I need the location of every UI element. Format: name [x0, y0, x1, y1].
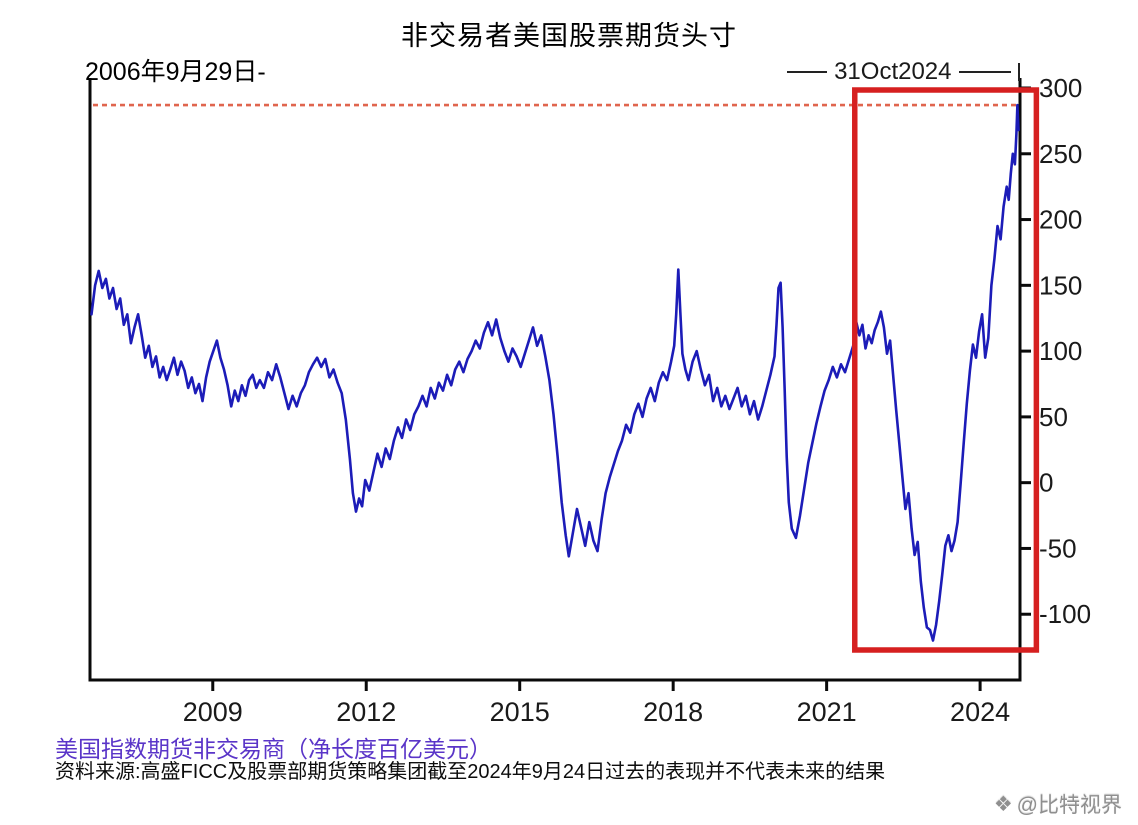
y-tick-label: 100: [1039, 336, 1082, 366]
series-label: 美国指数期货非交易商（净长度百亿美元）: [55, 736, 492, 762]
y-tick-label: 250: [1039, 139, 1082, 169]
x-tick-label: 2021: [797, 697, 857, 727]
x-tick-label: 2024: [950, 697, 1010, 727]
x-tick-label: 2012: [336, 697, 396, 727]
series-line: [90, 103, 1020, 642]
y-tick-label: 200: [1039, 205, 1082, 235]
end-date-annotation: 31Oct2024: [787, 58, 1020, 86]
x-tick-label: 2018: [643, 697, 703, 727]
start-date-label: 2006年9月29日-: [85, 58, 266, 86]
annotation-line-right: [958, 71, 1011, 73]
y-tick-label: -50: [1039, 533, 1077, 563]
annotation-line-left: [787, 71, 828, 73]
y-tick-label: 150: [1039, 270, 1082, 300]
x-tick-label: 2009: [183, 697, 243, 727]
y-tick-label: 50: [1039, 402, 1068, 432]
x-tick-label: 2015: [490, 697, 550, 727]
y-tick-label: 0: [1039, 468, 1053, 498]
y-tick-label: -100: [1039, 599, 1091, 629]
annotation-end-tick-icon: [1017, 63, 1020, 81]
watermark-text: @比特视界: [1016, 794, 1122, 817]
diamond-icon: ❖: [993, 792, 1013, 816]
y-tick-label: 300: [1039, 73, 1082, 103]
source-note: 资料来源:高盛FICC及股票部期货策略集团截至2024年9月24日过去的表现并不…: [55, 761, 886, 783]
highlight-box: [852, 87, 1040, 653]
page-title: 非交易者美国股票期货头寸: [401, 21, 737, 51]
end-date-label: 31Oct2024: [834, 58, 952, 85]
watermark: ❖ @比特视界: [994, 789, 1122, 819]
